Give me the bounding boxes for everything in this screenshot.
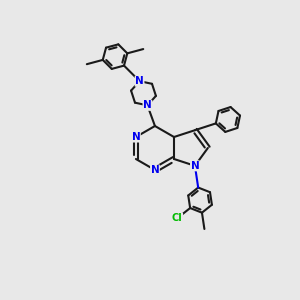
Text: N: N (151, 165, 159, 175)
Text: N: N (131, 132, 140, 142)
Text: N: N (190, 161, 199, 171)
Text: N: N (143, 100, 152, 110)
Text: Cl: Cl (172, 213, 183, 223)
Text: N: N (135, 76, 144, 86)
